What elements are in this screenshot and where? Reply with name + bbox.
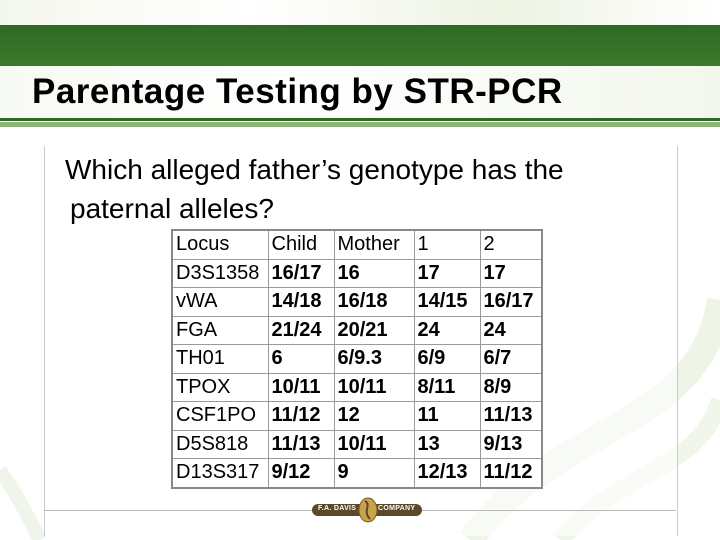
allele-cell: 17	[479, 258, 543, 288]
header-cell-locus: Locus	[171, 229, 269, 260]
allele-cell: 6/9.3	[333, 344, 415, 374]
table-row: vWA 14/18 16/18 14/15 16/17	[171, 287, 543, 317]
allele-cell: 9	[333, 458, 415, 488]
locus-cell: D3S1358	[171, 258, 269, 288]
table-row: D5S818 11/13 10/11 13 9/13	[171, 429, 543, 459]
allele-cell: 9/12	[267, 458, 335, 488]
locus-cell: TPOX	[171, 372, 269, 402]
allele-cell: 9/13	[479, 429, 543, 459]
table-row: D3S1358 16/17 16 17 17	[171, 258, 543, 288]
allele-cell: 24	[413, 315, 481, 345]
locus-cell: FGA	[171, 315, 269, 345]
allele-cell: 10/11	[267, 372, 335, 402]
logo-text-left: F.A. DAVIS	[318, 505, 357, 512]
allele-cell: 10/11	[333, 372, 415, 402]
allele-cell: 8/11	[413, 372, 481, 402]
question-line-1: Which alleged father’s genotype has the	[65, 154, 564, 185]
logo-text-right: COMPANY	[378, 505, 416, 512]
allele-cell: 21/24	[267, 315, 335, 345]
allele-cell: 11/13	[479, 401, 543, 431]
str-genotype-table: Locus Child Mother 1 2 D3S1358 16/17 16 17 1…	[171, 229, 543, 489]
locus-cell: D13S317	[171, 458, 269, 488]
allele-cell: 11/13	[267, 429, 335, 459]
table-row: D13S317 9/12 9 12/13 11/12	[171, 458, 543, 488]
allele-cell: 24	[479, 315, 543, 345]
allele-cell: 20/21	[333, 315, 415, 345]
allele-cell: 11/12	[479, 458, 543, 488]
allele-cell: 8/9	[479, 372, 543, 402]
table-header-row: Locus Child Mother 1 2	[171, 229, 543, 260]
table-row: TH01 6 6/9.3 6/9 6/7	[171, 344, 543, 374]
allele-cell: 16	[333, 258, 415, 288]
table-row: TPOX 10/11 10/11 8/11 8/9	[171, 372, 543, 402]
locus-cell: CSF1PO	[171, 401, 269, 431]
allele-cell: 13	[413, 429, 481, 459]
allele-cell: 11	[413, 401, 481, 431]
allele-cell: 6/7	[479, 344, 543, 374]
slide-title: Parentage Testing by STR-PCR	[32, 72, 563, 111]
allele-cell: 10/11	[333, 429, 415, 459]
header-cell-child: Child	[267, 229, 335, 260]
allele-cell: 11/12	[267, 401, 335, 431]
allele-cell: 14/15	[413, 287, 481, 317]
locus-cell: TH01	[171, 344, 269, 374]
header-cell-father-2: 2	[479, 229, 543, 260]
allele-cell: 16/17	[267, 258, 335, 288]
publisher-logo: F.A. DAVIS COMPANY	[312, 497, 422, 523]
allele-cell: 16/18	[333, 287, 415, 317]
title-band	[0, 66, 720, 118]
table-row: CSF1PO 11/12 12 11 11/13	[171, 401, 543, 431]
allele-cell: 14/18	[267, 287, 335, 317]
header-cell-mother: Mother	[333, 229, 415, 260]
question-line-2: paternal alleles?	[70, 193, 274, 224]
table-body: Locus Child Mother 1 2 D3S1358 16/17 16 17 1…	[171, 229, 543, 488]
locus-cell: D5S818	[171, 429, 269, 459]
question-text: Which alleged father’s genotype has the …	[65, 150, 665, 228]
header-cell-father-1: 1	[413, 229, 481, 260]
allele-cell: 12	[333, 401, 415, 431]
allele-cell: 12/13	[413, 458, 481, 488]
allele-cell: 6	[267, 344, 335, 374]
allele-cell: 16/17	[479, 287, 543, 317]
allele-cell: 6/9	[413, 344, 481, 374]
locus-cell: vWA	[171, 287, 269, 317]
table-row: FGA 21/24 20/21 24 24	[171, 315, 543, 345]
allele-cell: 17	[413, 258, 481, 288]
logo-emblem-icon	[312, 497, 422, 523]
